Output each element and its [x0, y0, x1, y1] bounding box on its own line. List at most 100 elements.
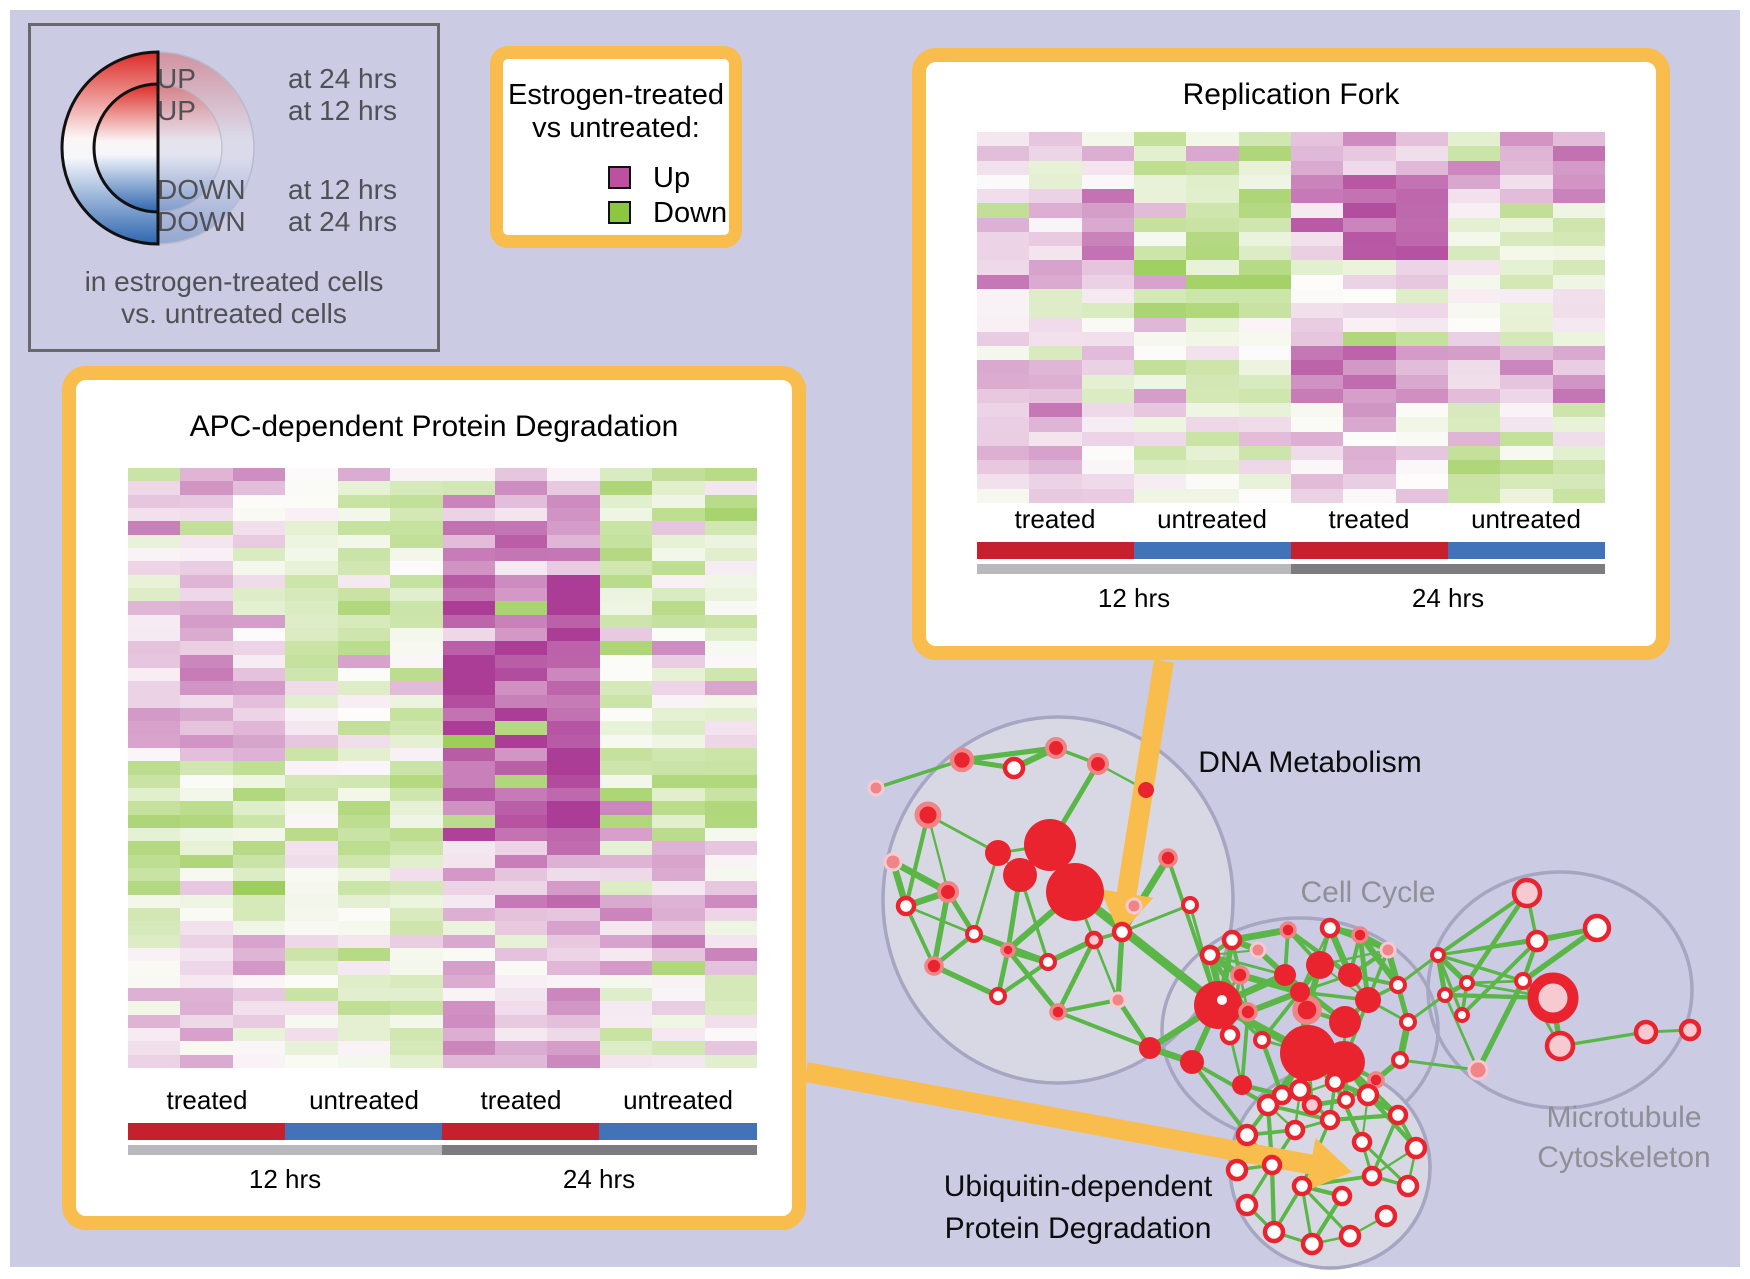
heatmap-cell	[547, 521, 600, 535]
heatmap-cell	[1343, 374, 1396, 389]
heatmap-cell	[599, 1014, 653, 1028]
heatmap-cell	[128, 707, 181, 722]
heatmap-cell	[1133, 417, 1187, 432]
heatmap-cell	[442, 774, 495, 788]
heatmap-cell	[1552, 160, 1605, 175]
network-node	[1199, 944, 1221, 966]
heatmap-cell	[977, 217, 1030, 232]
heatmap-cell	[547, 681, 600, 695]
heatmap-cell	[442, 601, 495, 615]
heatmap-cell	[442, 587, 495, 602]
heatmap-cell	[390, 694, 443, 708]
heatmap-cell	[599, 721, 653, 735]
apc-group-label-3: treated	[480, 1085, 562, 1115]
heatmap-cell	[1029, 288, 1082, 304]
heatmap-cell	[1343, 460, 1396, 475]
heatmap-cell	[285, 507, 338, 522]
heatmap-cell	[1238, 288, 1291, 304]
heatmap-cell	[232, 1054, 286, 1068]
heatmap-cell	[1186, 374, 1239, 389]
heatmap-cell	[1238, 331, 1291, 347]
network-node	[1396, 1174, 1420, 1198]
network-node	[1300, 1232, 1324, 1256]
heatmap-cell	[1029, 260, 1082, 275]
heatmap-cell	[1395, 146, 1448, 161]
microtubule-label-line2: Cytoskeleton	[1537, 1141, 1710, 1174]
heatmap-cell	[390, 1027, 443, 1042]
arrow-apc-to-ubiquitin	[804, 1062, 1352, 1191]
heatmap-cell	[494, 881, 548, 895]
network-edge	[1121, 903, 1191, 934]
heatmap-cell	[180, 547, 233, 562]
heatmap-cell	[1343, 189, 1396, 204]
network-edge	[903, 814, 931, 907]
heatmap-cell	[1186, 488, 1239, 503]
heatmap-cell	[1290, 445, 1344, 461]
heatmap-cell	[128, 801, 181, 815]
rf-untreated-bar-1	[1134, 542, 1291, 559]
legend-row-up24-dir: UP	[157, 63, 196, 94]
heatmap-cell	[180, 1041, 233, 1055]
heatmap-cell	[337, 1054, 391, 1068]
heatmap-cell	[232, 774, 286, 788]
heatmap-cell	[494, 547, 548, 562]
network-node	[1291, 1175, 1313, 1197]
heatmap-cell	[704, 481, 757, 495]
heatmap-cell	[1238, 460, 1291, 475]
heatmap-cell	[599, 1001, 653, 1015]
heatmap-cell	[285, 801, 338, 815]
heatmap-cell	[1133, 203, 1187, 218]
heatmap-cell	[337, 974, 391, 988]
heatmap-cell	[337, 961, 391, 975]
heatmap-cell	[337, 921, 391, 935]
heatmap-cell	[180, 761, 233, 775]
heatmap-cell	[599, 867, 653, 882]
heatmap-cell	[977, 474, 1030, 489]
network-nodes	[867, 736, 1702, 1256]
heatmap-cell	[1500, 174, 1553, 190]
heatmap-cell	[547, 534, 600, 548]
heatmap-cell	[599, 1054, 653, 1068]
heatmap-cell	[599, 841, 653, 855]
heatmap-cell	[494, 627, 548, 642]
network-node	[1125, 897, 1143, 915]
heatmap-cell	[128, 867, 181, 882]
heatmap-cell	[1395, 160, 1448, 175]
heatmap-cell	[337, 867, 391, 882]
network-node	[924, 956, 944, 976]
heatmap-cell	[1500, 303, 1553, 318]
heatmap-cell	[442, 1027, 495, 1042]
heatmap-cell	[232, 507, 286, 522]
heatmap-cell	[599, 987, 653, 1002]
heatmap-cell	[337, 681, 391, 695]
heatmap-cell	[337, 507, 391, 522]
heatmap-cell	[1447, 146, 1501, 161]
heatmap-cell	[652, 774, 705, 788]
heatmap-cell	[390, 1014, 443, 1028]
heatmap-cell	[1343, 417, 1396, 432]
heatmap-cell	[494, 1001, 548, 1015]
heatmap-cell	[128, 507, 181, 522]
heatmap-cell	[494, 734, 548, 748]
network-edge	[1115, 931, 1125, 1001]
heatmap-cell	[285, 561, 338, 575]
heatmap-cell	[652, 627, 705, 642]
heatmap-cell	[1133, 403, 1187, 418]
heatmap-cell	[494, 1027, 548, 1042]
heatmap-cell	[1133, 160, 1187, 175]
network-edge	[1399, 1058, 1479, 1072]
heatmap-cell	[128, 481, 181, 495]
heatmap-cell	[128, 881, 181, 895]
heatmap-cell	[442, 801, 495, 815]
heatmap-cell	[1238, 417, 1291, 432]
legend-row-up24-time: at 24 hrs	[288, 63, 397, 94]
heatmap-cell	[337, 1027, 391, 1042]
heatmap-cell	[704, 987, 757, 1002]
heatmap-cell	[180, 774, 233, 788]
heatmap-cell	[232, 1001, 286, 1015]
heatmap-cell	[337, 494, 391, 508]
heatmap-cell	[1186, 189, 1239, 204]
heatmap-cell	[652, 614, 705, 628]
heatmap-cell	[494, 974, 548, 988]
